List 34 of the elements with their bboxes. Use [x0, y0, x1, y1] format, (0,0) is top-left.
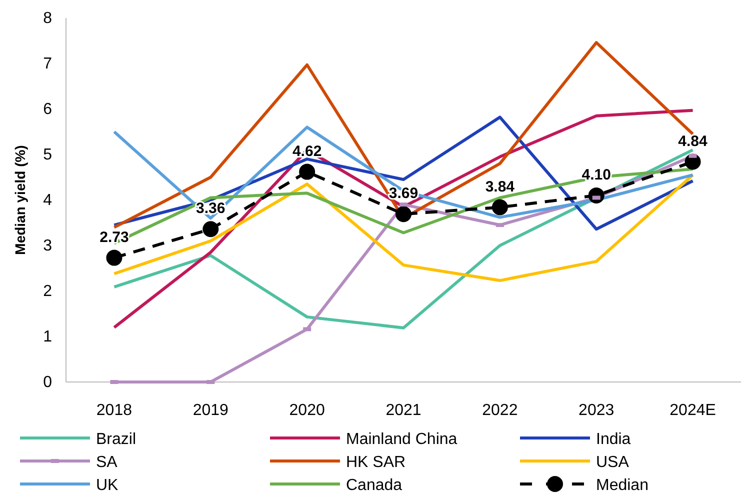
x-tick-label: 2019 — [192, 402, 229, 419]
x-tick-label: 2024E — [670, 402, 716, 419]
point — [299, 164, 316, 180]
point — [492, 199, 508, 216]
legend-label: Canada — [346, 477, 402, 494]
point — [396, 206, 412, 222]
legend-label: Median — [596, 477, 648, 494]
y-tick-label: 1 — [43, 328, 52, 346]
y-tick-label: 7 — [43, 56, 52, 72]
legend-label: Brazil — [96, 431, 136, 448]
y-axis-title: Median yield (%) — [12, 145, 28, 255]
point — [106, 250, 122, 266]
y-tick-label: 6 — [43, 101, 52, 118]
x-tick-label: 2023 — [578, 402, 614, 419]
data-label: 3.84 — [485, 178, 516, 196]
legend-label: India — [596, 431, 631, 448]
legend-label: SA — [96, 454, 118, 471]
y-tick-label: 0 — [43, 374, 52, 391]
point — [202, 221, 219, 238]
y-tick-label: 8 — [43, 10, 52, 27]
legend-label: UK — [96, 477, 119, 494]
data-label: 2.73 — [100, 228, 129, 246]
y-tick-label: 4 — [43, 192, 52, 209]
x-tick-label: 2018 — [96, 402, 132, 419]
x-tick-label: 2022 — [482, 402, 518, 419]
x-tick-label: 2020 — [289, 402, 325, 419]
y-tick-label: 3 — [43, 238, 52, 254]
legend-label: USA — [596, 454, 630, 471]
legend-label: HK SAR — [346, 454, 406, 471]
legend-label: Mainland China — [346, 431, 458, 448]
x-tick-label: 2021 — [386, 402, 422, 419]
data-label: 4.84 — [678, 132, 708, 150]
y-tick-label: 5 — [43, 146, 52, 164]
y-tick-label: 2 — [43, 283, 52, 300]
